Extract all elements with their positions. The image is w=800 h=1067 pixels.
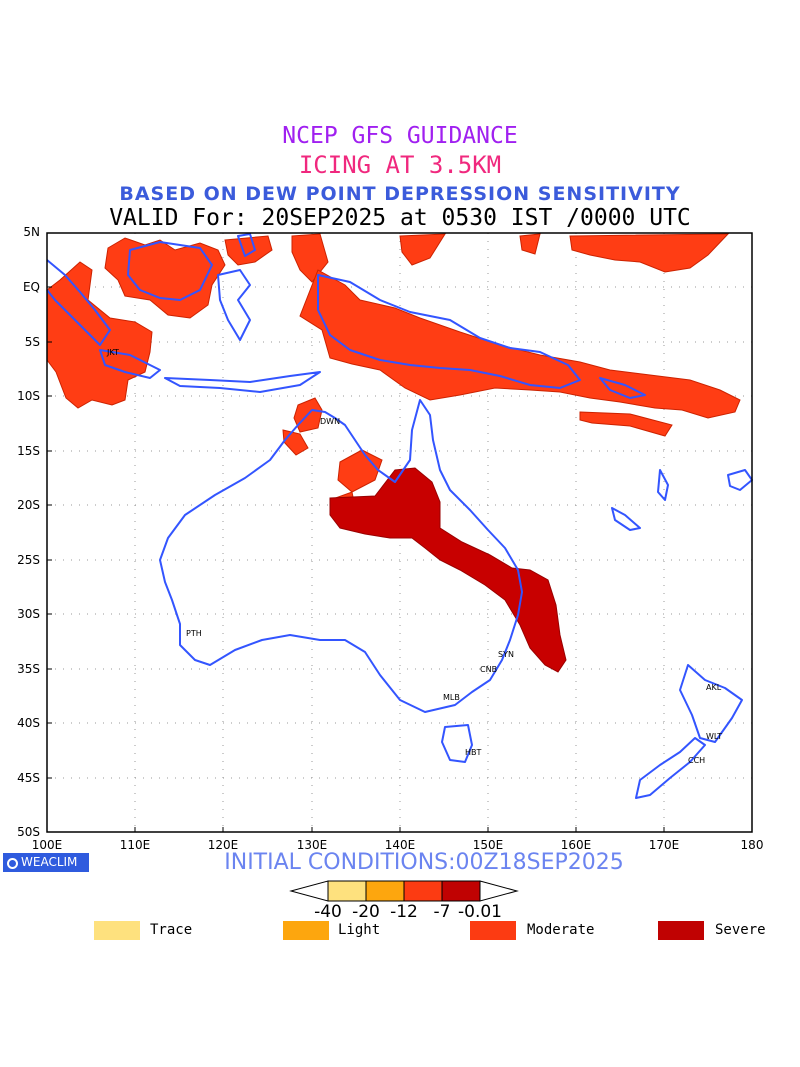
- legend-label-trace: Trace: [150, 922, 193, 938]
- fiji: [727, 469, 753, 491]
- lat-label: 10S: [17, 389, 40, 403]
- lon-label: 170E: [648, 838, 680, 852]
- lat-label: EQ: [22, 280, 40, 294]
- colorbar-severe: [441, 880, 481, 902]
- new-guinea-coastline: [317, 274, 581, 389]
- city-label: CCH: [688, 756, 706, 765]
- colorbar-tick: -12: [390, 902, 418, 922]
- colorbar-light: [365, 880, 405, 902]
- tasmania-coastline: [441, 724, 473, 763]
- lon-label: 110E: [119, 838, 151, 852]
- title-valid-time: VALID For: 20SEP2025 at 0530 IST /0000 U…: [109, 205, 691, 231]
- city-label: HBT: [465, 748, 482, 757]
- lon-label: 100E: [31, 838, 63, 852]
- sulawesi-coastline: [217, 269, 251, 341]
- city-label: PTH: [186, 629, 202, 638]
- city-label: JKT: [107, 348, 119, 357]
- severe-icing-areas: [329, 467, 567, 673]
- initial-conditions: INITIAL CONDITIONS:00Z18SEP2025: [224, 850, 624, 875]
- lat-label: 15S: [17, 444, 40, 458]
- legend-label-moderate: Moderate: [527, 922, 595, 938]
- legend-swatch-moderate: [470, 921, 516, 940]
- lat-label: 20S: [17, 498, 40, 512]
- lat-label: 5S: [24, 335, 40, 349]
- legend-swatch-light: [283, 921, 329, 940]
- legend-label-severe: Severe: [715, 922, 766, 938]
- city-label: WLT: [706, 732, 723, 741]
- colorbar-tick: -7: [433, 902, 451, 922]
- lon-label: 160E: [560, 838, 592, 852]
- lesser-sunda-islands: [164, 371, 321, 393]
- vanuatu: [657, 469, 669, 501]
- lon-label: 130E: [296, 838, 328, 852]
- colorbar-trace: [327, 880, 367, 902]
- title-model: NCEP GFS GUIDANCE: [282, 123, 518, 149]
- colorbar-right-arrow: [479, 880, 519, 902]
- australia-coastline: [159, 399, 523, 713]
- lat-label: 45S: [17, 771, 40, 785]
- colorbar-tick: -20: [352, 902, 380, 922]
- solomon-islands: [599, 377, 646, 399]
- sumatra-coastline: [46, 259, 111, 346]
- title-method: BASED ON DEW POINT DEPRESSION SENSITIVIT…: [119, 183, 681, 205]
- coastlines: [46, 233, 753, 799]
- lat-label: 30S: [17, 607, 40, 621]
- lon-label: 120E: [207, 838, 239, 852]
- city-label: CNB: [480, 665, 498, 674]
- colorbar-left-arrow: [289, 880, 329, 902]
- legend-label-light: Light: [338, 922, 381, 938]
- lon-label: 140E: [384, 838, 416, 852]
- lat-label: 35S: [17, 662, 40, 676]
- logo-text: WEACLIM: [21, 855, 78, 869]
- lat-label: 50S: [17, 825, 40, 839]
- weaclim-logo: WEACLIM: [3, 853, 89, 872]
- lat-label: 40S: [17, 716, 40, 730]
- title-parameter: ICING AT 3.5KM: [298, 151, 502, 179]
- city-label: SYN: [498, 650, 514, 659]
- lon-label: 150E: [472, 838, 504, 852]
- logo-ring-icon: [7, 858, 18, 869]
- lat-label: 5N: [23, 225, 40, 239]
- legend-swatch-trace: [94, 921, 140, 940]
- city-label: DWN: [320, 417, 341, 426]
- lon-label: 180: [740, 838, 764, 852]
- colorbar-tick: -40: [314, 902, 342, 922]
- colorbar-tick: -0.01: [458, 902, 502, 922]
- city-label: AKL: [706, 683, 722, 692]
- new-zealand-north: [679, 664, 743, 743]
- city-label: MLB: [443, 693, 460, 702]
- borneo-coastline: [127, 241, 213, 301]
- legend-swatch-severe: [658, 921, 704, 940]
- colorbar-moderate: [403, 880, 443, 902]
- moderate-icing-areas: [46, 233, 741, 519]
- new-zealand-south: [635, 737, 706, 799]
- colorbar: [289, 880, 519, 902]
- lat-label: 25S: [17, 553, 40, 567]
- philippines-fragment: [237, 233, 256, 257]
- java-coastline: [99, 349, 161, 379]
- new-caledonia: [611, 507, 641, 531]
